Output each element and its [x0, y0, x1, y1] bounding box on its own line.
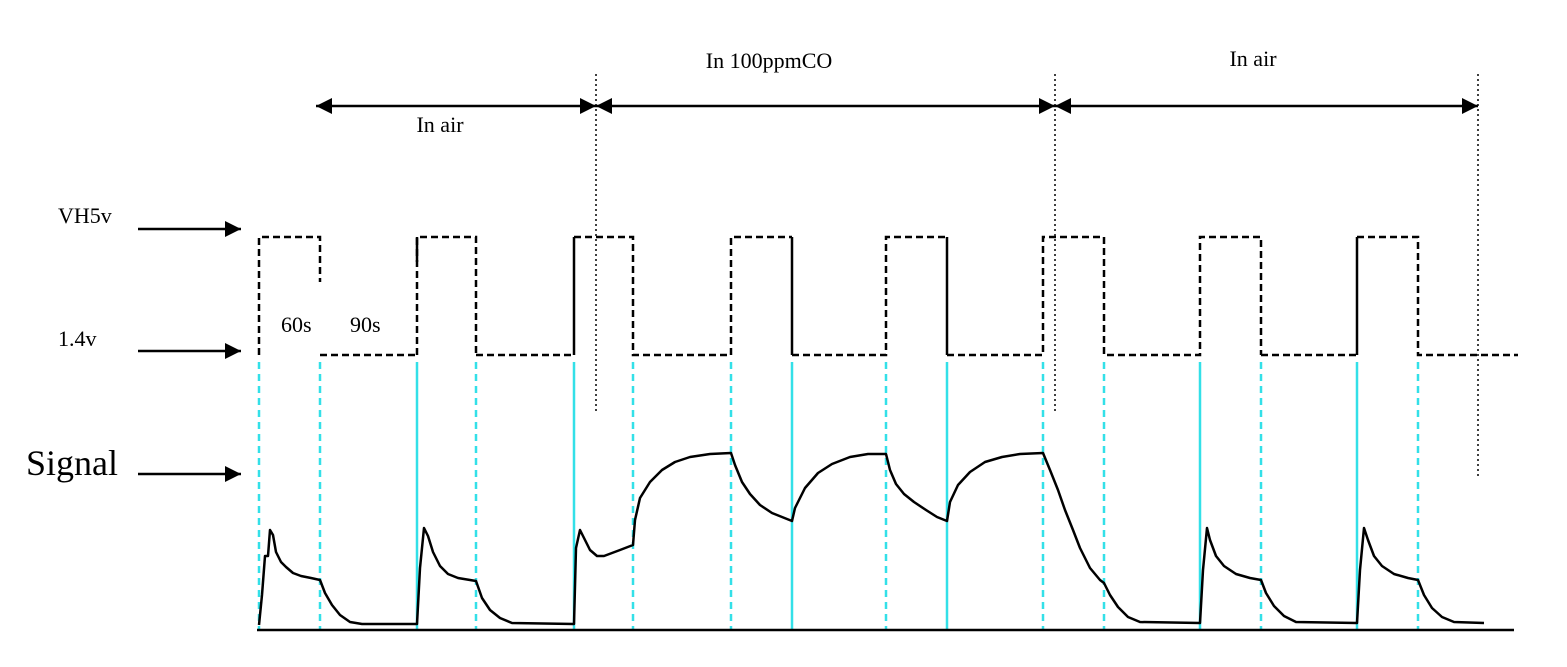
phase-dividers — [595, 74, 1479, 478]
phase-label-air-2: In air — [1229, 46, 1277, 71]
vh-low-label: 1.4v — [58, 326, 97, 351]
signal-label: Signal — [26, 443, 118, 483]
heater-voltage-waveform — [257, 235, 1518, 357]
low-duration-label: 90s — [350, 312, 381, 337]
transition-guides — [257, 362, 1420, 630]
phase-label-co: In 100ppmCO — [706, 48, 833, 73]
vh-tail — [1261, 235, 1518, 357]
high-duration-label: 60s — [281, 312, 312, 337]
vh-pulse-2 — [415, 235, 478, 355]
vh-pulse-3 — [574, 235, 792, 357]
phase-label-air-1: In air — [416, 112, 464, 137]
vh-low-4 — [792, 235, 947, 357]
vh-low-5 — [947, 235, 1263, 357]
vh-high-label: VH5v — [58, 203, 112, 228]
signal-trace — [257, 451, 1485, 626]
vh-pulse-1 — [257, 235, 322, 355]
